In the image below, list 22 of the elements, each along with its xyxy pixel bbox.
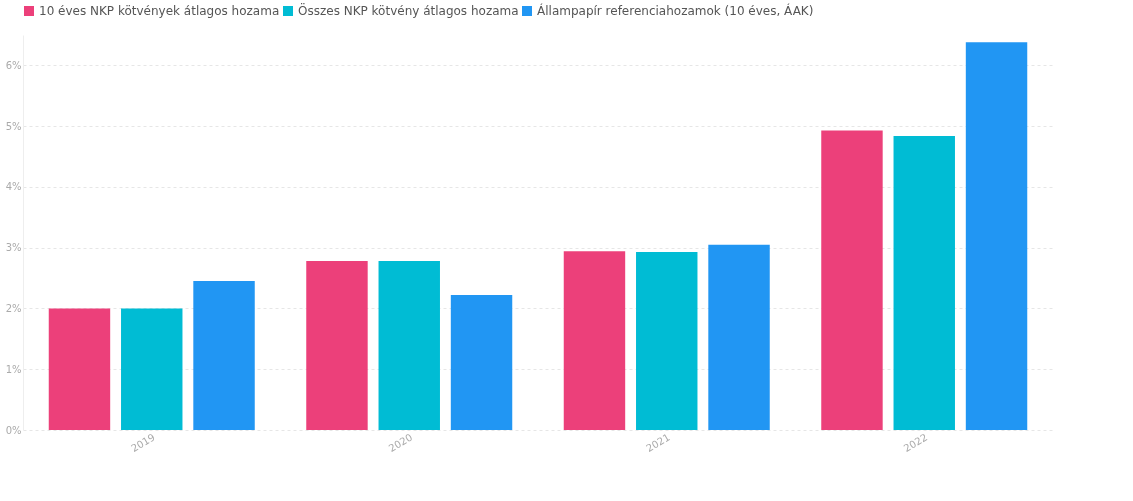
y-tick-label: 4% — [5, 181, 22, 193]
y-tick-label: 2% — [5, 302, 22, 314]
bar — [893, 135, 955, 430]
bar — [708, 244, 770, 430]
y-tick-label: 0% — [5, 424, 22, 436]
bar — [450, 295, 513, 430]
legend-label: Összes NKP kötvény átlagos hozama — [298, 2, 519, 18]
bar — [821, 130, 883, 430]
bar — [193, 281, 255, 430]
legend-label: Állampapír referenciahozamok (10 éves, ÁAK) — [537, 3, 814, 18]
y-tick-label: 6% — [5, 59, 22, 71]
y-tick-label: 3% — [5, 242, 22, 254]
bar — [636, 251, 698, 430]
bar — [306, 261, 368, 430]
bar — [48, 308, 111, 430]
bar — [378, 261, 440, 430]
bar — [563, 251, 626, 430]
y-tick-label: 5% — [5, 120, 22, 132]
y-tick-label: 1% — [5, 363, 22, 375]
legend-label: 10 éves NKP kötvények átlagos hozama — [39, 4, 280, 18]
bar — [121, 308, 183, 430]
bar — [965, 42, 1028, 430]
